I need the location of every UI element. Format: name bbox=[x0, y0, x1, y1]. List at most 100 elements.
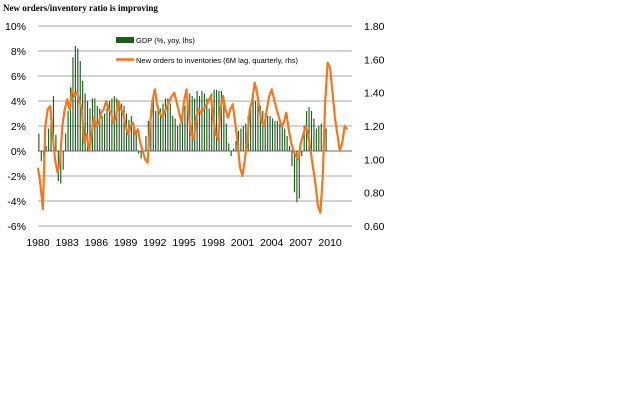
legend-gdp-label: GDP (%, yoy, lhs) bbox=[136, 36, 195, 45]
gdp-bar bbox=[206, 98, 208, 151]
gdp-bar bbox=[281, 126, 283, 151]
x-tick-label: 2004 bbox=[260, 237, 284, 249]
left-tick-label: -6% bbox=[7, 221, 26, 233]
gdp-bar bbox=[118, 101, 120, 151]
gdp-bar bbox=[203, 93, 205, 151]
gdp-bar bbox=[318, 126, 320, 151]
gdp-bar bbox=[233, 148, 235, 151]
right-tick-label: 0.80 bbox=[364, 188, 385, 200]
gdp-bar bbox=[298, 151, 300, 199]
gdp-bar bbox=[191, 96, 193, 151]
gdp-bar bbox=[69, 87, 72, 151]
gdp-bar bbox=[228, 143, 230, 151]
gdp-bar bbox=[267, 116, 269, 151]
gdp-bar bbox=[106, 108, 108, 151]
x-tick-label: 1995 bbox=[172, 237, 196, 249]
right-tick-label: 1.40 bbox=[364, 88, 385, 100]
gdp-bar bbox=[320, 123, 322, 151]
gdp-bar bbox=[181, 121, 184, 151]
right-tick-label: 1.00 bbox=[364, 154, 385, 166]
gdp-bar bbox=[291, 151, 293, 166]
gdp-bar bbox=[274, 121, 276, 151]
gdp-bar bbox=[96, 106, 98, 151]
gdp-bars bbox=[38, 46, 327, 203]
right-axis-ticks: 1.80 1.60 1.40 1.20 1.00 0.80 0.60 bbox=[364, 21, 385, 233]
gdp-bar bbox=[208, 108, 210, 151]
gdp-bar bbox=[140, 151, 142, 159]
x-tick-label: 2007 bbox=[289, 237, 313, 249]
gdp-bar bbox=[271, 118, 274, 151]
gdp-bar bbox=[89, 108, 91, 151]
chart-title: New orders/inventory ratio is improving bbox=[3, 3, 158, 13]
gdp-bar bbox=[40, 151, 42, 161]
gdp-bar bbox=[179, 123, 181, 151]
x-tick-label: 1992 bbox=[143, 237, 167, 249]
gdp-bar bbox=[310, 111, 313, 151]
gdp-bar bbox=[52, 96, 55, 151]
gdp-bar bbox=[172, 116, 174, 151]
gdp-bar bbox=[150, 111, 152, 151]
gdp-bar bbox=[250, 107, 252, 151]
x-tick-label: 1989 bbox=[114, 237, 138, 249]
left-tick-label: 2% bbox=[11, 121, 26, 133]
gdp-bar bbox=[130, 116, 132, 151]
gdp-bar bbox=[315, 128, 317, 151]
gdp-bar bbox=[296, 151, 298, 203]
x-tick-label: 2010 bbox=[318, 237, 342, 249]
gdp-bar bbox=[157, 106, 159, 151]
gdp-bar bbox=[201, 91, 203, 151]
left-tick-label: -4% bbox=[7, 196, 26, 208]
legend-gdp-swatch bbox=[116, 37, 134, 43]
gdp-bar bbox=[196, 91, 198, 151]
gdp-bar bbox=[169, 103, 171, 151]
gdp-bar bbox=[303, 126, 305, 151]
gdp-bar bbox=[108, 101, 111, 151]
gdp-bar bbox=[286, 136, 288, 151]
x-tick-label: 1986 bbox=[85, 237, 109, 249]
gdp-bar bbox=[84, 93, 86, 151]
gdp-bar bbox=[50, 107, 52, 151]
gdp-bar bbox=[94, 98, 96, 151]
x-tick-label: 1998 bbox=[202, 237, 226, 249]
gdp-bar bbox=[301, 151, 303, 156]
left-axis-ticks: 10% 8% 6% 4% 2% 0% -2% -4% -6% bbox=[5, 21, 26, 233]
gdp-bar bbox=[86, 101, 89, 151]
right-tick-label: 1.20 bbox=[364, 121, 385, 133]
gdp-bar bbox=[138, 151, 140, 154]
gdp-bar bbox=[313, 118, 315, 151]
gdp-bar bbox=[116, 98, 118, 151]
left-tick-label: -2% bbox=[7, 171, 26, 183]
left-tick-label: 6% bbox=[11, 71, 26, 83]
gdp-bar bbox=[74, 46, 76, 151]
gdp-bar bbox=[155, 111, 157, 151]
gdp-bar bbox=[240, 128, 242, 151]
gdp-bar bbox=[211, 93, 213, 151]
gdp-bar bbox=[235, 141, 237, 151]
gdp-bar bbox=[133, 123, 135, 151]
legend-orders-label: New orders to inventories (6M lag, quart… bbox=[136, 56, 299, 65]
gdp-bar bbox=[215, 89, 218, 151]
gdp-bar bbox=[177, 126, 179, 151]
right-tick-label: 1.80 bbox=[364, 21, 385, 33]
gdp-bar bbox=[62, 151, 64, 170]
gdp-bar bbox=[113, 96, 115, 151]
left-tick-label: 8% bbox=[11, 46, 26, 58]
gdp-bar bbox=[48, 128, 50, 151]
gdp-bar bbox=[67, 111, 69, 151]
gdp-bar bbox=[111, 98, 113, 151]
gdp-bar bbox=[186, 98, 188, 151]
gdp-bar bbox=[198, 96, 201, 151]
left-tick-label: 0% bbox=[11, 146, 26, 158]
gdp-bar bbox=[60, 151, 62, 184]
gdp-bar bbox=[293, 151, 296, 193]
gdp-bar bbox=[164, 98, 166, 151]
gdp-bar bbox=[123, 106, 125, 151]
gdp-bar bbox=[269, 116, 271, 151]
right-tick-label: 1.60 bbox=[364, 54, 385, 66]
gdp-bar bbox=[128, 119, 130, 151]
gdp-bar bbox=[289, 146, 291, 151]
gdp-bar bbox=[325, 128, 327, 151]
gdp-bar bbox=[160, 108, 162, 151]
gdp-bar bbox=[245, 123, 247, 151]
